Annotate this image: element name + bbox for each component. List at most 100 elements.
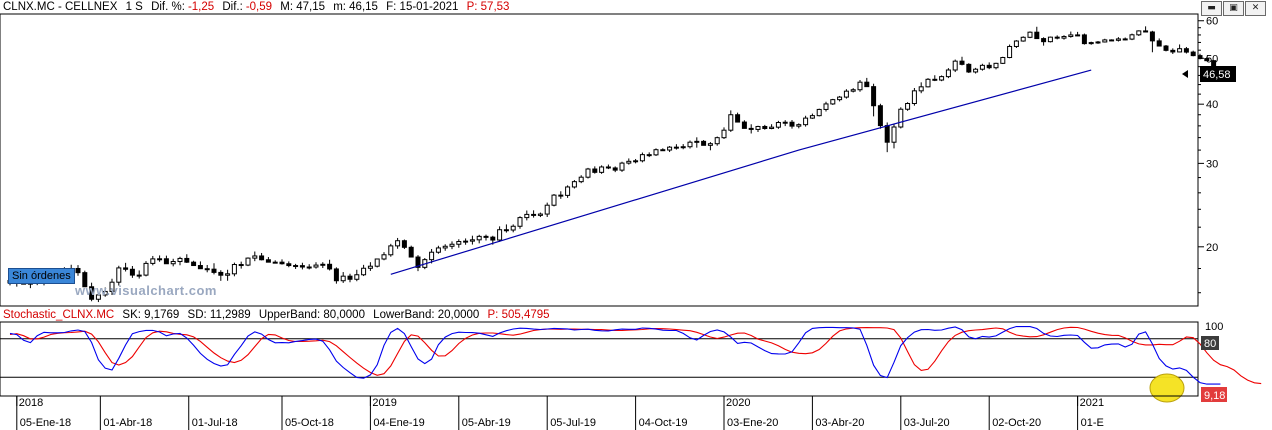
close-button[interactable]: ✕ [1245,1,1266,16]
candle [442,244,448,251]
price-tick-label: 60 [1206,16,1218,28]
candle [905,102,911,111]
candle [123,262,129,272]
candle [911,88,917,106]
candle [340,272,346,283]
candle [245,257,251,267]
candle [82,270,88,288]
candle [272,260,278,264]
candle [1197,53,1203,60]
x-tick-label: 05-Oct-18 [285,417,334,429]
candle [136,270,142,279]
candle [748,124,754,134]
candle [313,262,319,269]
candle [728,110,734,132]
candle [1129,33,1135,41]
candle [925,78,931,88]
candle [945,68,951,79]
year-label: 2018 [19,397,43,409]
indicator-header: Stochastic_CLNX.MC SK: 9,1769 SD: 11,298… [3,309,555,321]
dif-value: -0,59 [245,1,273,13]
dif-pct-value: -1,25 [187,1,215,13]
indicator-value-tag: 9,18 [1204,390,1225,402]
x-tick-label: 01-Abr-18 [103,417,152,429]
orders-button[interactable]: Sin órdenes [8,268,75,284]
candle [299,262,305,270]
candle [701,140,707,146]
candle [1122,37,1128,41]
candle [327,259,333,271]
candle [1068,31,1074,38]
indicator-upper: UpperBand: 80,0000 [258,309,365,321]
candle [537,212,543,218]
candle [1136,30,1142,37]
candle [89,282,95,302]
x-axis: 05-Ene-18 01-Abr-18 01-Jul-18 05-Oct-18 04-E… [16,396,1104,430]
candle [544,202,550,217]
candle [1095,40,1101,44]
candle [809,113,815,119]
candle [388,243,394,257]
candle [75,265,81,276]
candle [429,248,435,264]
candle [1041,37,1047,46]
candle [680,144,686,150]
indicator-sd: SD: 11,2989 [187,309,251,321]
candle [769,124,775,130]
indicator-name: Stochastic_CLNX.MC [3,309,115,321]
period-label: 1 S [125,1,143,13]
candle [184,254,190,263]
candle [782,120,788,127]
candle [1000,56,1006,65]
candle [735,112,741,123]
maximize-button[interactable]: ▣ [1223,1,1244,16]
candle [667,146,673,153]
stochastic-series [9,325,1262,385]
x-tick-label: 01-Jul-18 [192,417,238,429]
candle [252,251,258,262]
stochastic-bands [0,338,1198,378]
dif-label: Dif.: [222,1,243,13]
x-tick-label: 03-Jul-20 [904,417,950,429]
candle [517,216,523,229]
candle [1027,31,1033,39]
chart-header: CLNX.MC - CELLNEX 1 S Dif. %: -1,25 Dif.:… [3,1,514,13]
symbol-label: CLNX.MC - CELLNEX [3,1,118,13]
candle [789,119,795,129]
candle [959,56,965,66]
x-tick-label: 04-Ene-19 [373,417,424,429]
dif-pct-label: Dif. %: [151,1,185,13]
candle [225,269,231,281]
x-tick-label: 03-Abr-20 [815,417,864,429]
minimize-button[interactable]: ▬ [1201,1,1222,16]
candle [95,293,101,303]
candle [871,83,877,117]
candle [898,107,904,129]
candle [707,142,713,151]
candle [796,123,802,129]
candle [503,224,509,233]
candle [197,261,203,270]
candle [993,62,999,70]
price-label: P: 57,53 [466,1,510,13]
candle [592,166,598,174]
candle [714,136,720,146]
candle [741,120,747,129]
candle [163,255,169,265]
candle [653,148,659,157]
candle [469,235,475,245]
candle [286,261,292,268]
candle [524,210,530,221]
candle [619,161,625,172]
candle [633,158,639,164]
candle [966,63,972,74]
candle [510,224,516,233]
candle [306,264,312,270]
candle [558,191,564,199]
candle [435,245,441,254]
candle [639,152,645,163]
price-tick-label: 40 [1206,99,1218,111]
candle [218,270,224,281]
candle [1163,45,1169,52]
